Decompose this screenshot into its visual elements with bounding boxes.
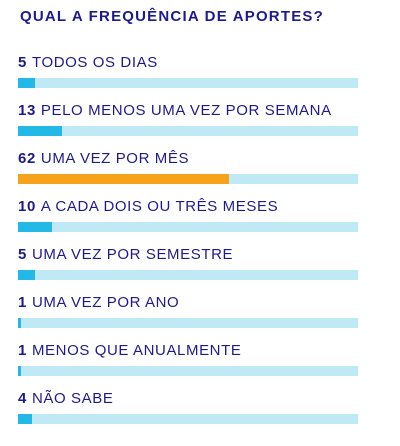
bar-value-label: 62 <box>18 150 36 167</box>
bar-row: 5 TODOS OS DIAS <box>18 54 358 102</box>
bar-category-label: UMA VEZ POR MÊS <box>40 150 190 167</box>
bar-category-label: PELO MENOS UMA VEZ POR SEMANA <box>40 102 332 119</box>
bar-value-label: 4 <box>18 390 27 407</box>
bar <box>18 126 62 136</box>
bar-label: 62 UMA VEZ POR MÊS <box>18 150 189 168</box>
bar-label: 10 A CADA DOIS OU TRÊS MESES <box>18 198 278 216</box>
bar-row: 1 UMA VEZ POR ANO <box>18 294 358 342</box>
bar-row: 10 A CADA DOIS OU TRÊS MESES <box>18 198 358 246</box>
bar-label: 1 MENOS QUE ANUALMENTE <box>18 342 242 360</box>
bar-track <box>18 366 358 376</box>
bar-label: 5 UMA VEZ POR SEMESTRE <box>18 246 233 264</box>
bar-row: 4 NÃO SABE <box>18 390 358 438</box>
bar-row: 13 PELO MENOS UMA VEZ POR SEMANA <box>18 102 358 150</box>
bar <box>18 222 52 232</box>
bar-label: 4 NÃO SABE <box>18 390 113 408</box>
bar-track <box>18 174 358 184</box>
bar <box>18 78 35 88</box>
bar-category-label: UMA VEZ POR ANO <box>31 294 180 311</box>
bar-category-label: TODOS OS DIAS <box>31 54 158 71</box>
chart-title: QUAL A FREQUÊNCIA DE APORTES? <box>20 8 324 25</box>
bar <box>18 366 21 376</box>
bar-category-label: UMA VEZ POR SEMESTRE <box>31 246 234 263</box>
bar <box>18 174 229 184</box>
bar-label: 13 PELO MENOS UMA VEZ POR SEMANA <box>18 102 332 120</box>
bar <box>18 414 32 424</box>
bar-value-label: 5 <box>18 54 27 71</box>
bar-track <box>18 222 358 232</box>
bar-category-label: A CADA DOIS OU TRÊS MESES <box>40 198 279 215</box>
bar-list: 5 TODOS OS DIAS 13 PELO MENOS UMA VEZ POR S… <box>18 54 358 438</box>
bar-value-label: 10 <box>18 198 36 215</box>
bar-row: 5 UMA VEZ POR SEMESTRE <box>18 246 358 294</box>
bar-label: 1 UMA VEZ POR ANO <box>18 294 179 312</box>
bar-track <box>18 318 358 328</box>
bar-track <box>18 126 358 136</box>
bar-track <box>18 414 358 424</box>
bar-category-label: MENOS QUE ANUALMENTE <box>31 342 242 359</box>
bar-value-label: 13 <box>18 102 36 119</box>
bar-value-label: 1 <box>18 294 27 311</box>
bar-track <box>18 78 358 88</box>
bar-value-label: 1 <box>18 342 27 359</box>
bar-track <box>18 270 358 280</box>
bar <box>18 318 21 328</box>
bar-value-label: 5 <box>18 246 27 263</box>
bar-label: 5 TODOS OS DIAS <box>18 54 158 72</box>
bar-row: 62 UMA VEZ POR MÊS <box>18 150 358 198</box>
bar-row: 1 MENOS QUE ANUALMENTE <box>18 342 358 390</box>
bar-category-label: NÃO SABE <box>31 390 114 407</box>
bar <box>18 270 35 280</box>
